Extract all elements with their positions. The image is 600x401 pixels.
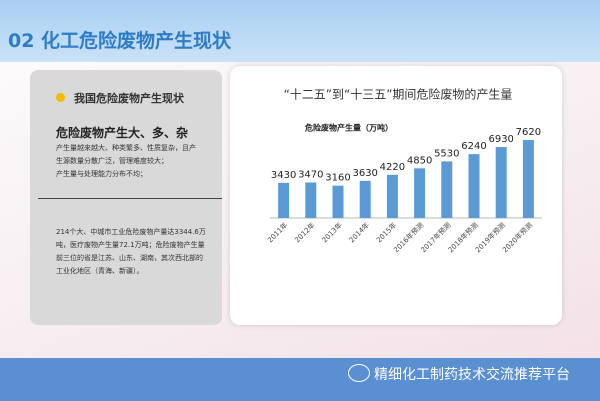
divider — [38, 198, 222, 199]
bar — [332, 185, 344, 218]
bar — [495, 147, 507, 218]
value-label: 6930 — [488, 134, 513, 145]
panel-heading: 我国危险废物产生现状 — [74, 92, 184, 105]
bar — [278, 182, 290, 218]
text-line: 产生量越来越大、种类繁多、性质复杂，且产 — [56, 144, 196, 152]
x-tick-label: 2015年 — [374, 220, 398, 244]
bar — [468, 154, 480, 218]
x-tick-label: 2014年 — [347, 220, 371, 244]
footer-brand: 精细化工制药技术交流推荐平台 — [374, 367, 570, 383]
value-label: 7620 — [516, 127, 541, 138]
panel-lines: 产生量越来越大、种类繁多、性质复杂，且产 生源数量分散广泛，管理难度较大； 产生量与… — [56, 142, 196, 181]
value-label: 3470 — [298, 169, 323, 180]
footer-band — [0, 358, 600, 401]
x-tick-label: 2013年 — [320, 220, 344, 244]
bar — [441, 161, 453, 218]
bullet — [56, 93, 65, 102]
value-label: 6240 — [461, 141, 486, 152]
text-line: 214个大、中城市工业危险废物产量达3344.6万 — [56, 228, 206, 236]
bar — [414, 168, 426, 218]
x-tick-label: 2011年 — [266, 220, 290, 244]
chart-card: “十二五”到“十三五”期间危险废物的产生量 危险废物产生量（万吨） 3430 20… — [230, 66, 562, 325]
header-band — [0, 0, 600, 62]
text-line: 前三位的省是江苏、山东、湖南，其次西北部的 — [56, 254, 203, 262]
bar — [386, 174, 398, 218]
text-line: 生源数量分散广泛，管理难度较大； — [56, 157, 168, 165]
x-tick-label: 2012年 — [293, 220, 317, 244]
value-label: 4220 — [380, 162, 405, 173]
text-line: 吨，医疗废物产生量72.1万吨；危险废物产生量 — [56, 241, 205, 249]
chart-title: “十二五”到“十三五”期间危险废物的产生量 — [284, 87, 513, 102]
value-label: 4850 — [407, 155, 432, 166]
info-panel: 我国危险废物产生现状 危险废物产生大、多、杂 产生量越来越大、种类繁多、性质复杂… — [30, 70, 222, 325]
chart-subtitle: 危险废物产生量（万吨） — [304, 123, 393, 133]
chart: “十二五”到“十三五”期间危险废物的产生量 危险废物产生量（万吨） 3430 20… — [266, 87, 542, 254]
panel-subheading: 危险废物产生大、多、杂 — [56, 126, 189, 140]
header-title: 02 化工危险废物产生现状 — [8, 30, 232, 52]
value-label: 3630 — [352, 168, 377, 179]
value-label: 3430 — [271, 170, 296, 181]
value-label: 3160 — [325, 173, 350, 184]
value-label: 5530 — [434, 148, 459, 159]
panel-paragraph: 214个大、中城市工业危险废物产量达3344.6万 吨，医疗废物产生量72.1万吨… — [56, 226, 206, 278]
bar — [305, 182, 317, 218]
bar — [359, 180, 371, 218]
text-line: 产生量与处理能力分布不均； — [56, 170, 147, 178]
wechat-icon — [348, 364, 370, 382]
text-line: 工业化地区（青海、新疆）。 — [56, 267, 144, 275]
bar — [522, 140, 534, 218]
